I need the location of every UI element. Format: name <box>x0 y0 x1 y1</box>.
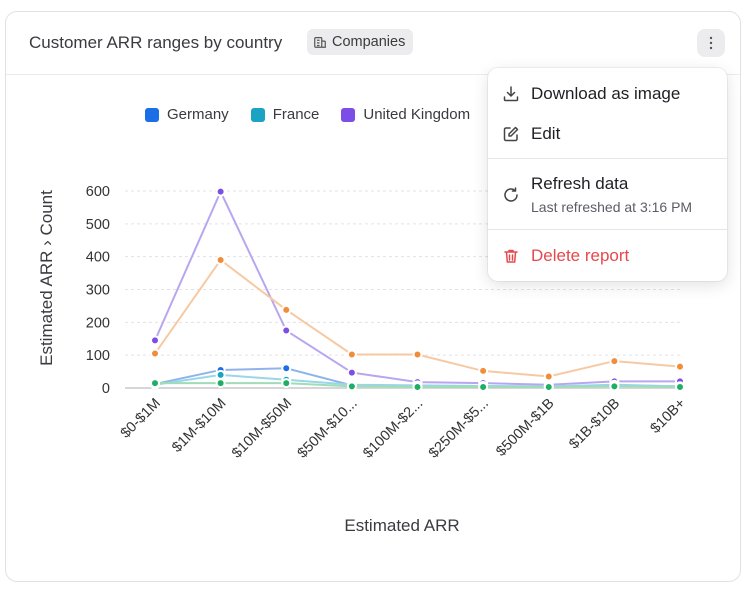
badge-label: Companies <box>332 34 406 50</box>
x-tick-label: $500M-$1B <box>493 396 557 460</box>
data-point <box>412 349 423 360</box>
data-point <box>412 382 423 393</box>
data-point <box>150 335 160 346</box>
report-title: Customer ARR ranges by country <box>29 33 283 52</box>
data-point <box>346 349 357 360</box>
x-tick-label: $100M-$2... <box>360 396 426 462</box>
data-point <box>215 186 226 197</box>
data-point <box>281 304 292 315</box>
x-tick-label: $1M-$10M <box>169 396 229 456</box>
more-options-button[interactable] <box>697 29 725 57</box>
x-tick-label: $250M-$5... <box>426 396 492 462</box>
download-icon <box>503 86 519 102</box>
data-point <box>215 254 226 265</box>
card-header: Customer ARR ranges by country Companies <box>6 12 740 75</box>
legend-label: United Kingdom <box>363 106 471 123</box>
data-point <box>150 378 160 389</box>
menu-divider <box>488 158 727 159</box>
options-menu: Download as image Edit Refresh data Last… <box>488 68 727 281</box>
edit-icon <box>503 126 519 142</box>
data-point <box>215 378 226 389</box>
data-point <box>478 382 489 393</box>
download-as-image-item[interactable]: Download as image <box>488 80 727 108</box>
legend-item-france[interactable]: France <box>250 106 320 123</box>
data-point <box>346 367 357 378</box>
x-tick-label: $50M-$10... <box>295 396 361 462</box>
data-point <box>281 325 292 336</box>
data-point <box>675 361 685 372</box>
x-tick-label: $10B+ <box>648 396 689 437</box>
x-tick-label: $0-$1M <box>118 396 164 442</box>
y-tick-label: 500 <box>86 217 110 233</box>
refresh-label: Refresh data <box>531 174 629 193</box>
data-point <box>478 365 489 376</box>
y-tick-label: 200 <box>86 315 110 331</box>
legend-item-united-kingdom[interactable]: United Kingdom <box>341 106 470 123</box>
more-vertical-icon <box>709 36 713 50</box>
data-point <box>346 381 357 392</box>
y-tick-label: 300 <box>86 283 110 299</box>
y-tick-label: 400 <box>86 250 110 266</box>
legend-label: France <box>272 106 320 123</box>
y-axis-title: Estimated ARR › Count <box>37 190 56 366</box>
data-point <box>215 369 226 380</box>
refresh-data-item[interactable]: Refresh data <box>488 171 727 227</box>
data-point <box>609 381 620 392</box>
edit-item[interactable]: Edit <box>488 120 727 148</box>
x-axis-title: Estimated ARR <box>344 516 459 535</box>
legend-item-germany[interactable]: Germany <box>145 106 229 123</box>
legend-swatch <box>145 107 159 122</box>
companies-badge[interactable]: Companies <box>307 29 414 55</box>
legend-label: Germany <box>167 106 229 123</box>
x-tick-label: $1B-$10B <box>566 396 623 453</box>
chart-legend: Germany France United Kingdom <box>145 106 470 123</box>
y-tick-label: 600 <box>86 184 110 200</box>
legend-swatch <box>341 107 356 122</box>
data-point <box>281 378 292 389</box>
data-point <box>543 382 554 393</box>
x-tick-label: $10M-$50M <box>229 396 295 462</box>
edit-label: Edit <box>531 124 561 143</box>
delete-label: Delete report <box>531 246 630 265</box>
data-point <box>609 356 620 367</box>
download-label: Download as image <box>531 84 681 103</box>
companies-icon <box>314 37 326 48</box>
last-refreshed-text: Last refreshed at 3:16 PM <box>531 199 693 215</box>
y-tick-label: 0 <box>102 381 110 397</box>
data-point <box>675 382 685 393</box>
data-point <box>150 348 160 359</box>
data-point <box>543 371 554 382</box>
y-tick-label: 100 <box>86 348 110 364</box>
delete-report-item[interactable]: Delete report <box>488 242 727 270</box>
trash-icon <box>504 249 518 263</box>
menu-divider <box>488 229 727 230</box>
data-point <box>281 363 292 374</box>
refresh-icon <box>504 187 518 202</box>
legend-swatch <box>250 107 265 122</box>
